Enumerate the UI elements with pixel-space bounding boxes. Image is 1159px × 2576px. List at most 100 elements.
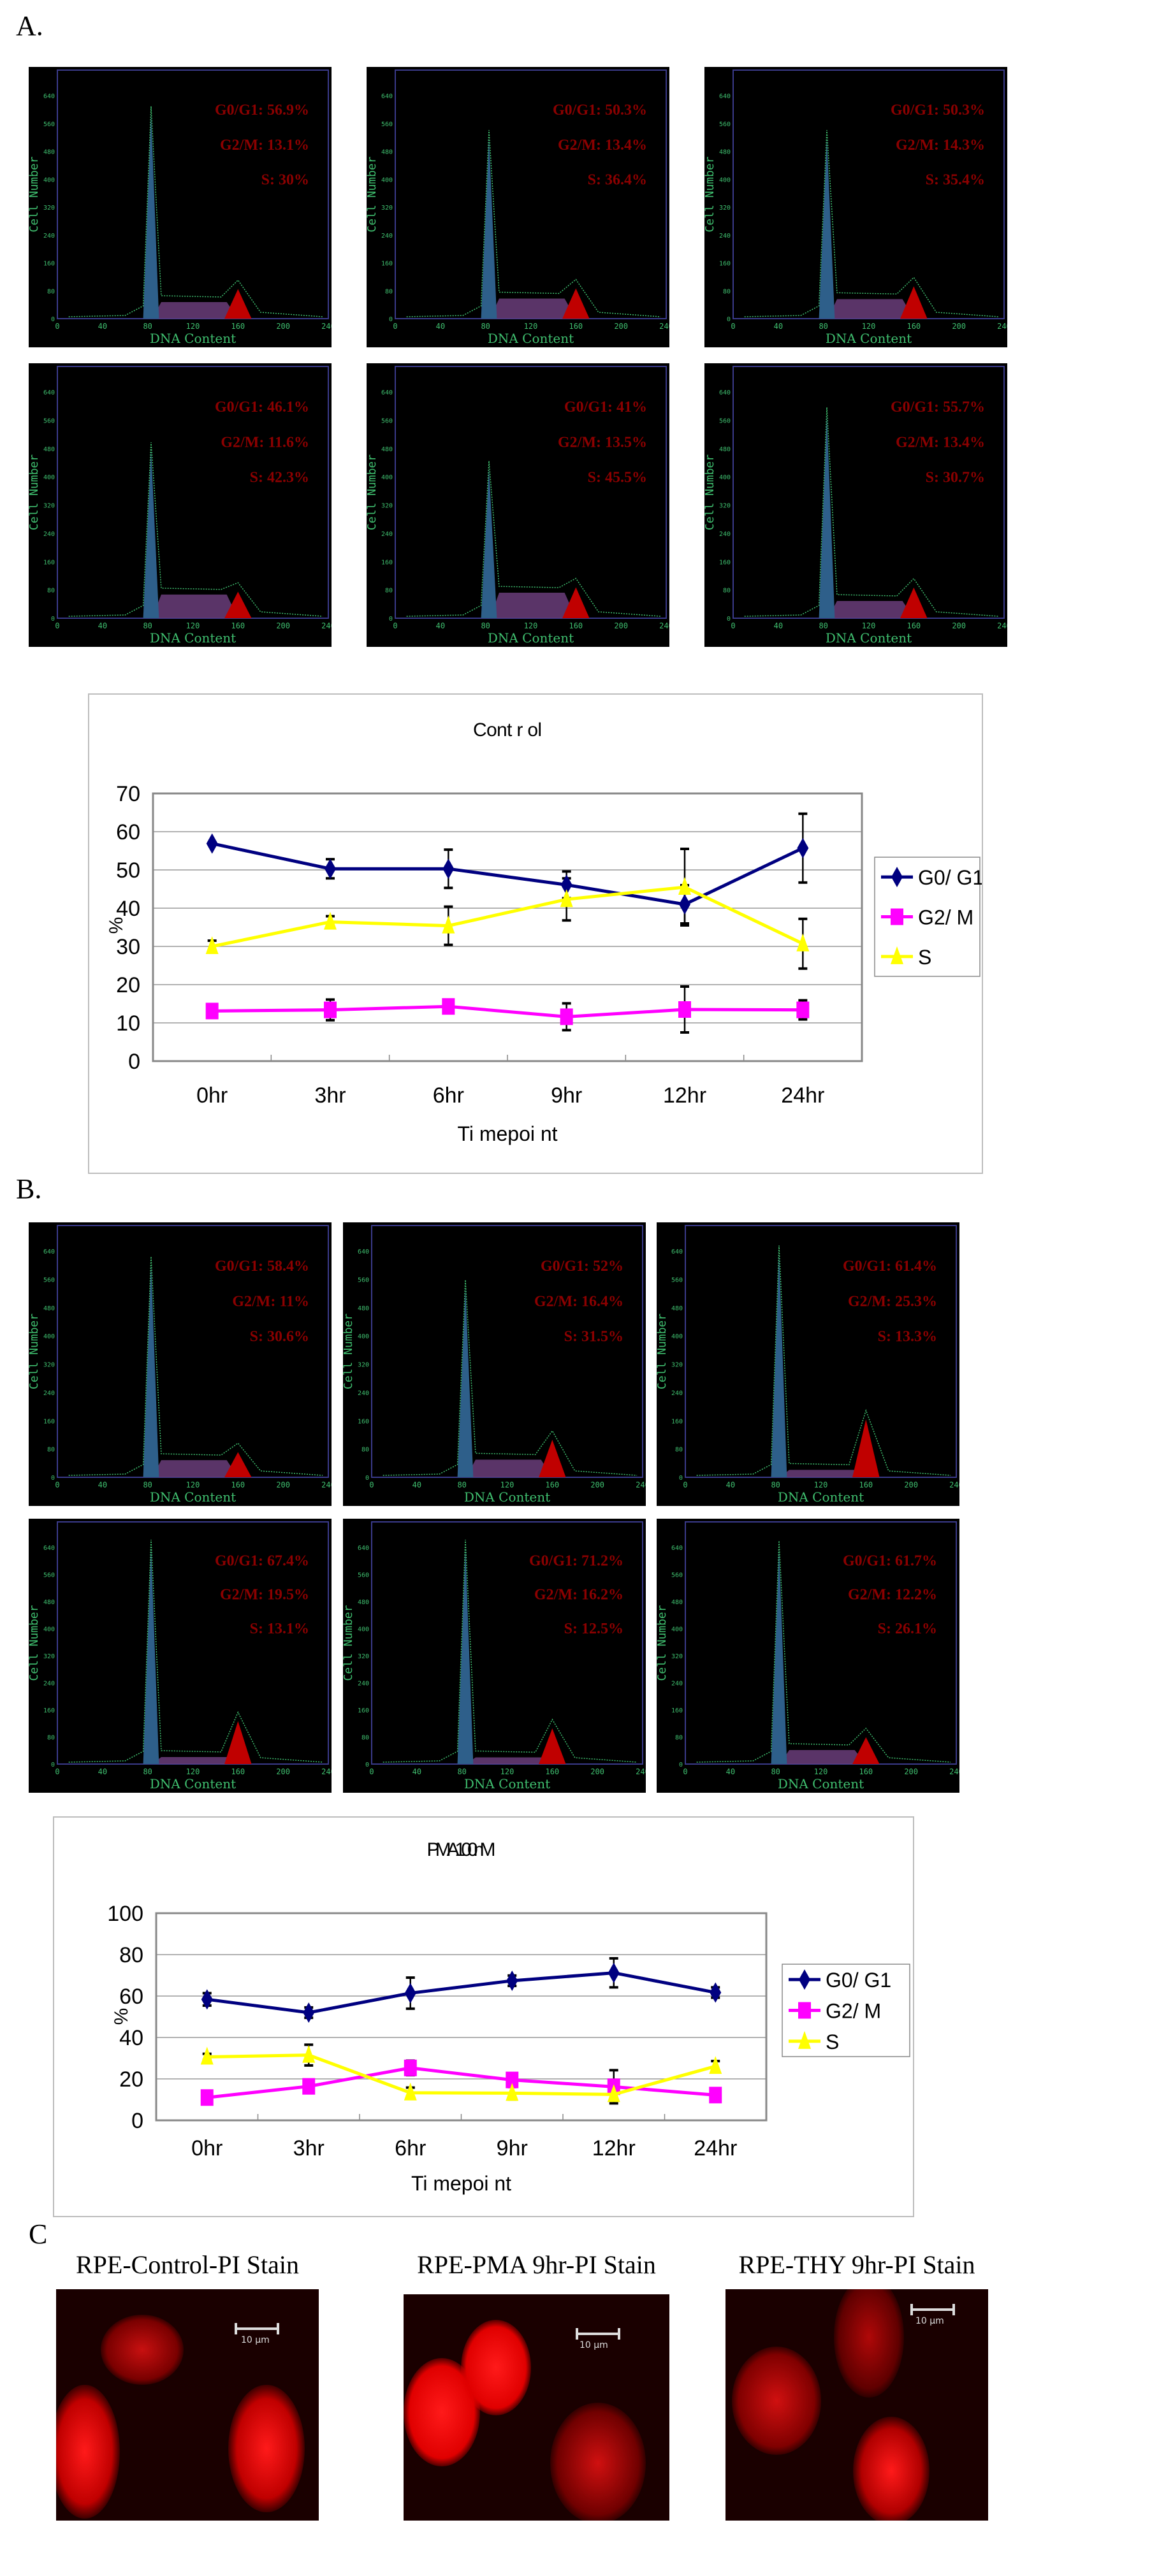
data-point xyxy=(796,1001,810,1018)
histogram-svg: 0 80 160 240 320 400 480 560 640 0 40 80 120 160 200 24… xyxy=(657,1521,959,1791)
g2-peak xyxy=(900,587,928,618)
legend-label: G2/ M xyxy=(918,906,973,929)
y-tick-label: 0 xyxy=(51,1762,55,1769)
x-axis-label: DNA Content xyxy=(826,331,912,346)
y-tick-label: 640 xyxy=(719,93,731,100)
y-tick-label: 0 xyxy=(727,316,731,323)
y-tick-label: 20 xyxy=(116,973,140,997)
series-line-0 xyxy=(212,842,804,906)
control-chart-svg: Cont r ol 0 10 20 30 40 50 60 70 0hr 3hr 6hr 9hr 12hr… xyxy=(106,720,982,1145)
y-tick-label: 560 xyxy=(43,1572,55,1579)
legend-marker xyxy=(891,908,903,925)
y-tick-label: 560 xyxy=(381,121,393,128)
data-point xyxy=(442,858,455,879)
x-tick-label: 0 xyxy=(55,1480,59,1489)
y-tick-label: 480 xyxy=(43,1305,55,1312)
data-point xyxy=(709,2087,722,2104)
y-tick-label: 240 xyxy=(719,233,731,240)
y-tick-label: 240 xyxy=(43,1390,55,1397)
x-tick-label: 200 xyxy=(276,1480,290,1489)
flow-histogram: 0 80 160 240 320 400 480 560 640 0 40 80 120 160 200 24… xyxy=(367,67,669,347)
plot-area xyxy=(155,1912,768,2122)
histogram-trace xyxy=(696,1245,951,1476)
x-tick-label: 120 xyxy=(814,1480,828,1489)
y-tick-label: 480 xyxy=(358,1599,369,1606)
y-tick-label: 30 xyxy=(116,935,140,959)
data-point xyxy=(709,2056,722,2074)
series-line-0 xyxy=(207,1971,716,2015)
g1-peak xyxy=(143,113,159,319)
x-tick-label: 0 xyxy=(393,322,397,331)
histogram-trace xyxy=(406,130,661,317)
x-tick-label: 0 xyxy=(731,621,735,630)
g2m-stat: G2/M: 25.3% xyxy=(848,1293,937,1310)
histogram-trace xyxy=(406,461,661,617)
x-axis-label: DNA Content xyxy=(150,630,236,646)
legend-marker xyxy=(891,946,903,964)
y-axis-label: Cell Number xyxy=(657,1313,669,1389)
y-tick-label: 240 xyxy=(381,531,393,538)
data-point xyxy=(404,2082,417,2101)
y-tick-label: 480 xyxy=(671,1305,683,1312)
x-tick-label: 0 xyxy=(683,1767,687,1776)
x-tick-label: 80 xyxy=(481,322,490,331)
x-tick-label: 240 xyxy=(997,621,1007,630)
y-tick-label: 640 xyxy=(381,93,393,100)
x-tick-label: 0 xyxy=(55,322,59,331)
y-tick-label: 560 xyxy=(43,121,55,128)
histogram-svg: 0 80 160 240 320 400 480 560 640 0 40 80 120 160 200 24… xyxy=(343,1521,646,1791)
x-tick-label: 200 xyxy=(276,621,290,630)
y-tick-label: 400 xyxy=(381,177,393,184)
g2-peak xyxy=(900,286,928,319)
g2-peak xyxy=(224,591,252,618)
x-tick-label: 120 xyxy=(186,621,200,630)
y-tick-label: 80 xyxy=(361,1735,369,1742)
micrograph-thy: 10 µm xyxy=(725,2289,988,2521)
x-tick-label: 240 xyxy=(997,322,1007,331)
data-point xyxy=(442,915,455,934)
x-tick-label: 200 xyxy=(952,621,966,630)
y-tick-label: 20 xyxy=(119,2067,143,2092)
histogram-svg: 0 80 160 240 320 400 480 560 640 0 40 80 120 160 200 24… xyxy=(657,1225,959,1505)
data-point xyxy=(302,2044,316,2063)
x-tick-label: 80 xyxy=(143,1480,152,1489)
data-point xyxy=(206,833,218,854)
flow-histogram: 0 80 160 240 320 400 480 560 640 0 40 80 120 160 200 24… xyxy=(29,1519,332,1793)
s-phase-area xyxy=(780,1470,866,1477)
y-tick-label: 320 xyxy=(719,205,731,212)
y-tick-label: 320 xyxy=(43,1653,55,1660)
y-tick-label: 480 xyxy=(381,446,393,453)
x-axis-label: DNA Content xyxy=(150,1489,236,1505)
x-tick-label: 200 xyxy=(904,1767,918,1776)
g2-peak xyxy=(224,289,252,319)
x-axis-label: DNA Content xyxy=(150,1776,236,1791)
y-axis-label: Cell Number xyxy=(29,1313,41,1389)
y-axis-label: % xyxy=(111,2008,132,2025)
g1-peak xyxy=(771,1548,787,1764)
x-tick-label: 40 xyxy=(726,1767,735,1776)
x-tick-label: 240 xyxy=(636,1480,646,1489)
y-tick-label: 560 xyxy=(671,1572,683,1579)
y-tick-label: 40 xyxy=(116,897,140,921)
s-phase-area xyxy=(827,601,914,618)
histogram-svg: 0 80 160 240 320 400 480 560 640 0 40 80 120 160 200 24… xyxy=(367,69,669,346)
x-tick-label: 40 xyxy=(98,1767,107,1776)
y-tick-label: 640 xyxy=(719,389,731,396)
data-point xyxy=(607,2084,620,2102)
y-tick-label: 160 xyxy=(381,559,393,566)
x-tick-label: 160 xyxy=(231,322,245,331)
s-stat: S: 31.5% xyxy=(564,1329,623,1345)
y-tick-label: 400 xyxy=(719,177,731,184)
y-tick-label: 240 xyxy=(43,1681,55,1688)
histogram-trace xyxy=(68,1256,323,1476)
x-axis-label: DNA Content xyxy=(488,331,574,346)
histogram-svg: 0 80 160 240 320 400 480 560 640 0 40 80 120 160 200 24… xyxy=(29,1225,332,1505)
x-tick-label: 0 xyxy=(731,322,735,331)
pma-chart-svg: PMA 100nM 0 20 40 60 80 100 0hr 3hr 6hr 9hr 12hr 24h… xyxy=(107,1839,910,2195)
y-tick-label: 560 xyxy=(43,1277,55,1284)
x-tick-label: 12hr xyxy=(592,2136,636,2160)
y-tick-label: 80 xyxy=(119,1943,143,1967)
g1-peak xyxy=(819,138,835,319)
x-tick-label: 6hr xyxy=(433,1083,464,1108)
x-tick-label: 120 xyxy=(814,1767,828,1776)
